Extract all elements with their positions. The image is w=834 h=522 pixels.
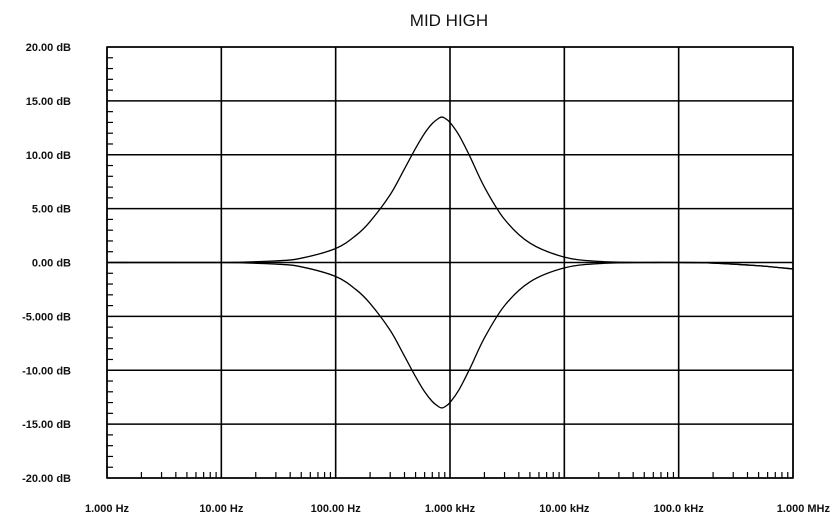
x-tick-label: 10.00 kHz bbox=[539, 503, 590, 515]
minor-ticks bbox=[107, 57, 789, 478]
y-tick-labels: 20.00 dB 15.00 dB 10.00 dB 5.00 dB 0.00 dB -5… bbox=[22, 42, 71, 485]
y-tick-label: 20.00 dB bbox=[26, 42, 71, 54]
y-tick-label: 5.00 dB bbox=[32, 204, 71, 216]
x-tick-label: 1.000 MHz bbox=[777, 503, 831, 515]
x-tick-labels: 1.000 Hz 10.00 Hz 100.00 Hz 1.000 kHz 10.00 … bbox=[85, 503, 831, 515]
y-tick-label: 10.00 dB bbox=[26, 150, 71, 162]
y-tick-label: 0.00 dB bbox=[32, 258, 71, 270]
y-tick-label: 15.00 dB bbox=[26, 96, 71, 108]
chart-title: MID HIGH bbox=[410, 11, 488, 30]
x-tick-label: 100.00 Hz bbox=[311, 503, 362, 515]
curves bbox=[106, 116, 794, 409]
series-line-1 bbox=[106, 116, 794, 270]
y-tick-label: -10.00 dB bbox=[22, 365, 71, 377]
x-tick-label: 100.0 kHz bbox=[654, 503, 705, 515]
y-tick-label: -5.000 dB bbox=[22, 311, 71, 323]
x-tick-label: 10.00 Hz bbox=[199, 503, 244, 515]
series-line-2 bbox=[106, 261, 794, 409]
x-tick-label: 1.000 Hz bbox=[85, 503, 130, 515]
y-tick-label: -15.00 dB bbox=[22, 419, 71, 431]
y-tick-label: -20.00 dB bbox=[22, 473, 71, 485]
x-tick-label: 1.000 kHz bbox=[425, 503, 476, 515]
